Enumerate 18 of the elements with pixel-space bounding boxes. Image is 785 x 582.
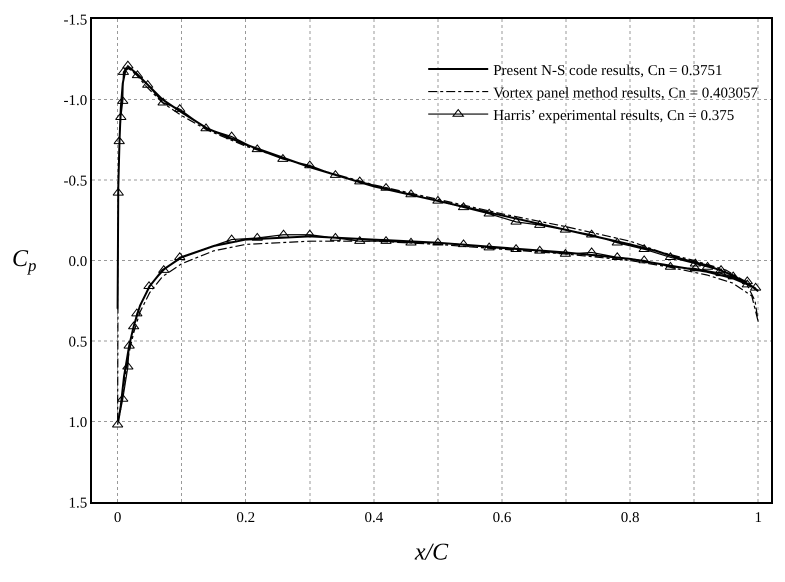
y-tick-label: -1.0 bbox=[64, 92, 88, 109]
legend-label: Harris’ experimental results, Cn = 0.375 bbox=[493, 108, 734, 124]
y-tick-label: 1.0 bbox=[68, 414, 88, 431]
x-tick-label: 0.2 bbox=[236, 510, 256, 526]
y-tick-label: 0.0 bbox=[68, 254, 88, 270]
x-tick-label: 0.8 bbox=[620, 510, 640, 526]
y-tick-label: 1.5 bbox=[68, 495, 88, 512]
x-tick-label: 1 bbox=[754, 510, 762, 526]
legend-label: Vortex panel method results, Cn = 0.403057 bbox=[493, 85, 759, 102]
x-tick-label: 0.6 bbox=[492, 510, 512, 526]
legend-label: Present N-S code results, Cn = 0.3751 bbox=[493, 62, 722, 79]
x-tick-label: 0.4 bbox=[364, 510, 384, 526]
y-axis-title: C$_{p}$ bbox=[12, 246, 36, 276]
x-tick-label: 0 bbox=[114, 510, 122, 526]
y-tick-label: -1.5 bbox=[64, 12, 88, 28]
y-tick-label: 0.5 bbox=[68, 334, 88, 350]
y-tick-label: -0.5 bbox=[64, 173, 88, 190]
x-axis-title: x/C bbox=[414, 540, 450, 566]
